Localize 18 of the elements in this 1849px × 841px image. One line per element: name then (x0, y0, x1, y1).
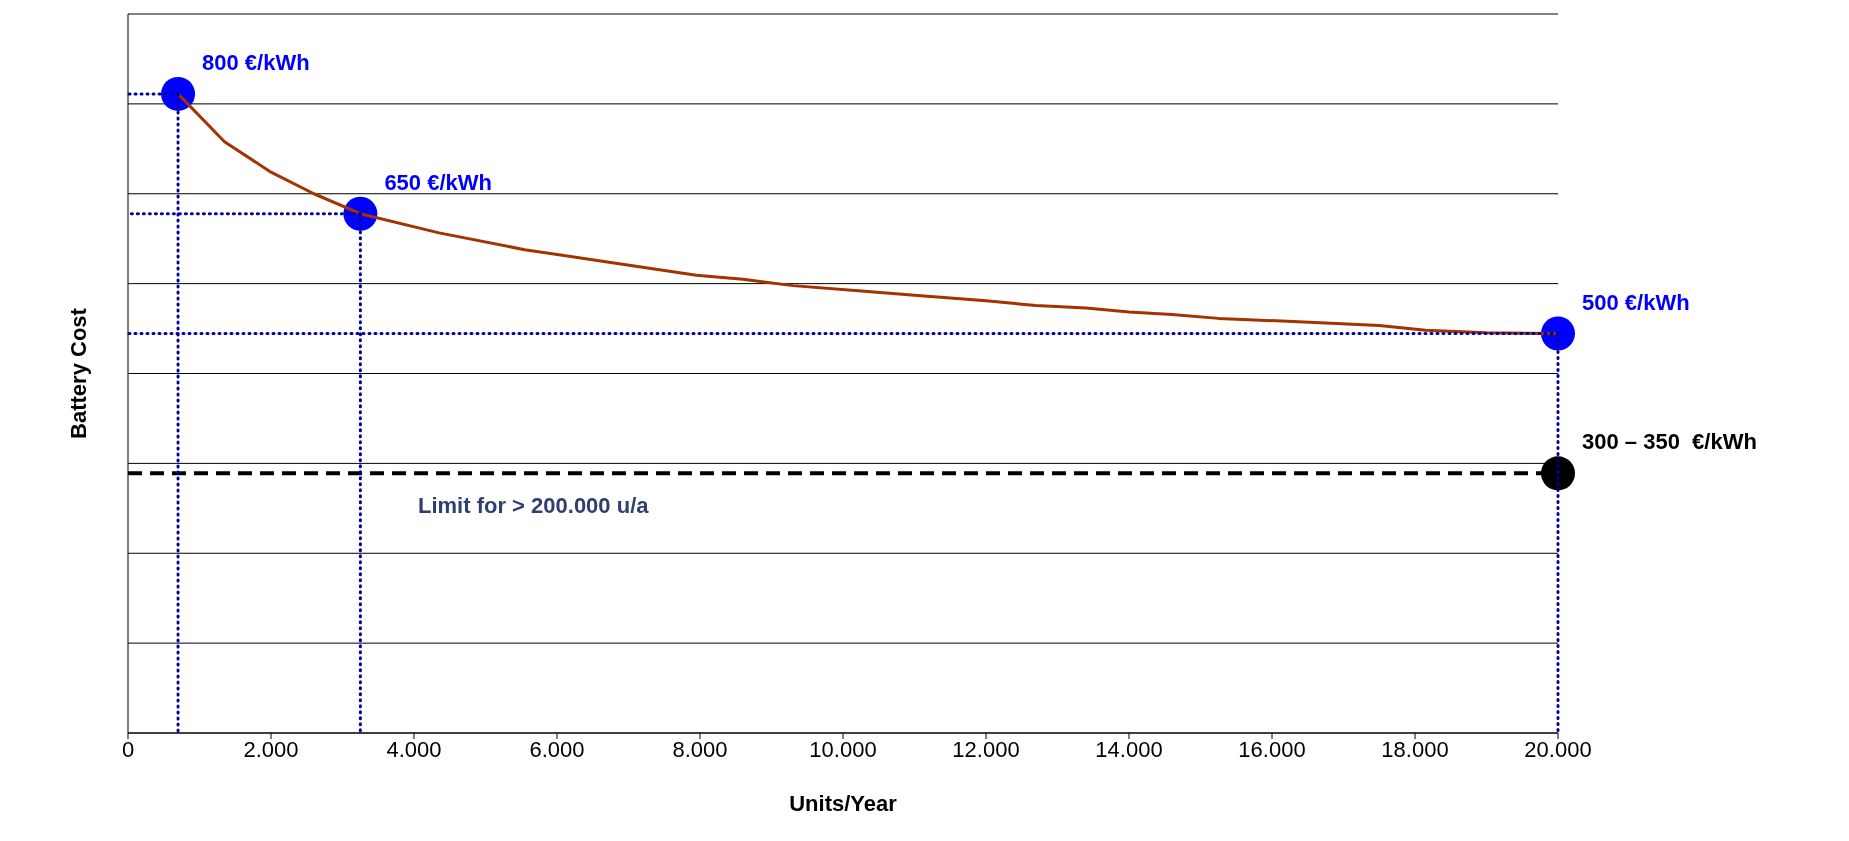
data-label: 500 €/kWh (1582, 289, 1690, 315)
x-tick-label: 6.000 (529, 736, 585, 762)
data-label: 800 €/kWh (202, 49, 310, 75)
x-tick-label: 2.000 (243, 736, 299, 762)
data-label: 650 €/kWh (384, 169, 492, 195)
ref-line-label: Limit for > 200.000 u/a (418, 493, 650, 519)
x-tick-label: 10.000 (809, 736, 877, 762)
x-axis-title: Units/Year (789, 791, 898, 816)
x-tick-label: 18.000 (1381, 736, 1449, 762)
x-tick-label: 14.000 (1095, 736, 1163, 762)
x-tick-label: 16.000 (1238, 736, 1306, 762)
data-label: 300 – 350 €/kWh (1582, 429, 1757, 455)
x-tick-label: 20.000 (1524, 736, 1592, 762)
x-tick-label: 12.000 (952, 736, 1020, 762)
x-tick-label: 0 (121, 736, 135, 762)
x-tick-label: 8.000 (672, 736, 728, 762)
x-tick-label: 4.000 (386, 736, 442, 762)
y-axis-title: Battery Cost (65, 307, 91, 439)
